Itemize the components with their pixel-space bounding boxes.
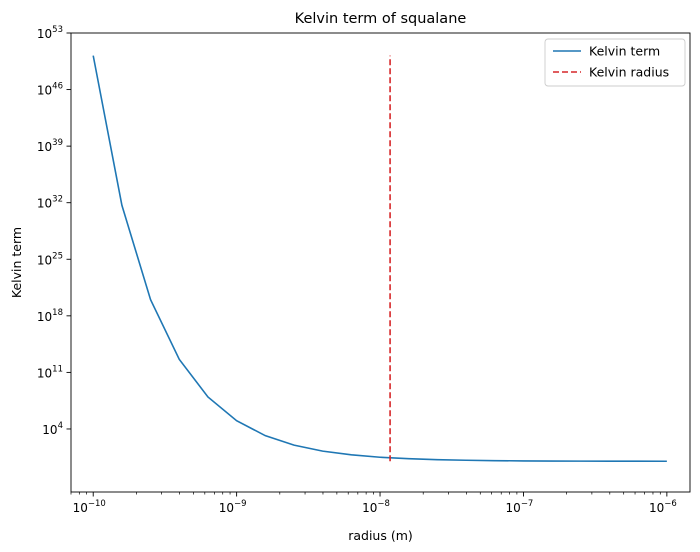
y-axis-label: Kelvin term <box>9 227 24 298</box>
series-line-kelvin-term <box>92 55 667 463</box>
plot-frame <box>70 32 691 493</box>
x-tick-label: 10−7 <box>506 499 534 515</box>
x-tick-label: 10−9 <box>219 499 247 515</box>
x-axis-ticks: 10−10 10−9 10−8 10−7 10−6 <box>70 492 677 515</box>
y-tick-label: 1039 <box>37 138 63 154</box>
x-tick-label: 10−8 <box>362 499 390 515</box>
y-tick-label: 1046 <box>37 82 63 98</box>
y-tick-label: 104 <box>42 421 63 437</box>
chart-title: Kelvin term of squalane <box>295 11 467 27</box>
y-tick-label: 1025 <box>37 251 63 267</box>
x-axis-label: radius (m) <box>348 528 413 543</box>
legend-label-kelvin-radius: Kelvin radius <box>589 65 669 80</box>
y-tick-label: 1018 <box>37 308 63 324</box>
y-tick-label: 1032 <box>37 195 63 211</box>
legend: Kelvin term Kelvin radius <box>544 38 686 87</box>
y-tick-label: 1053 <box>37 25 63 41</box>
y-axis-ticks: 104 1011 1018 1025 1032 1039 1046 1053 <box>37 25 71 437</box>
y-tick-label: 1011 <box>37 364 63 380</box>
legend-label-kelvin-term: Kelvin term <box>589 44 660 59</box>
x-tick-label: 10−10 <box>73 499 106 515</box>
plot-area <box>92 55 667 463</box>
x-tick-label: 10−6 <box>649 499 677 515</box>
